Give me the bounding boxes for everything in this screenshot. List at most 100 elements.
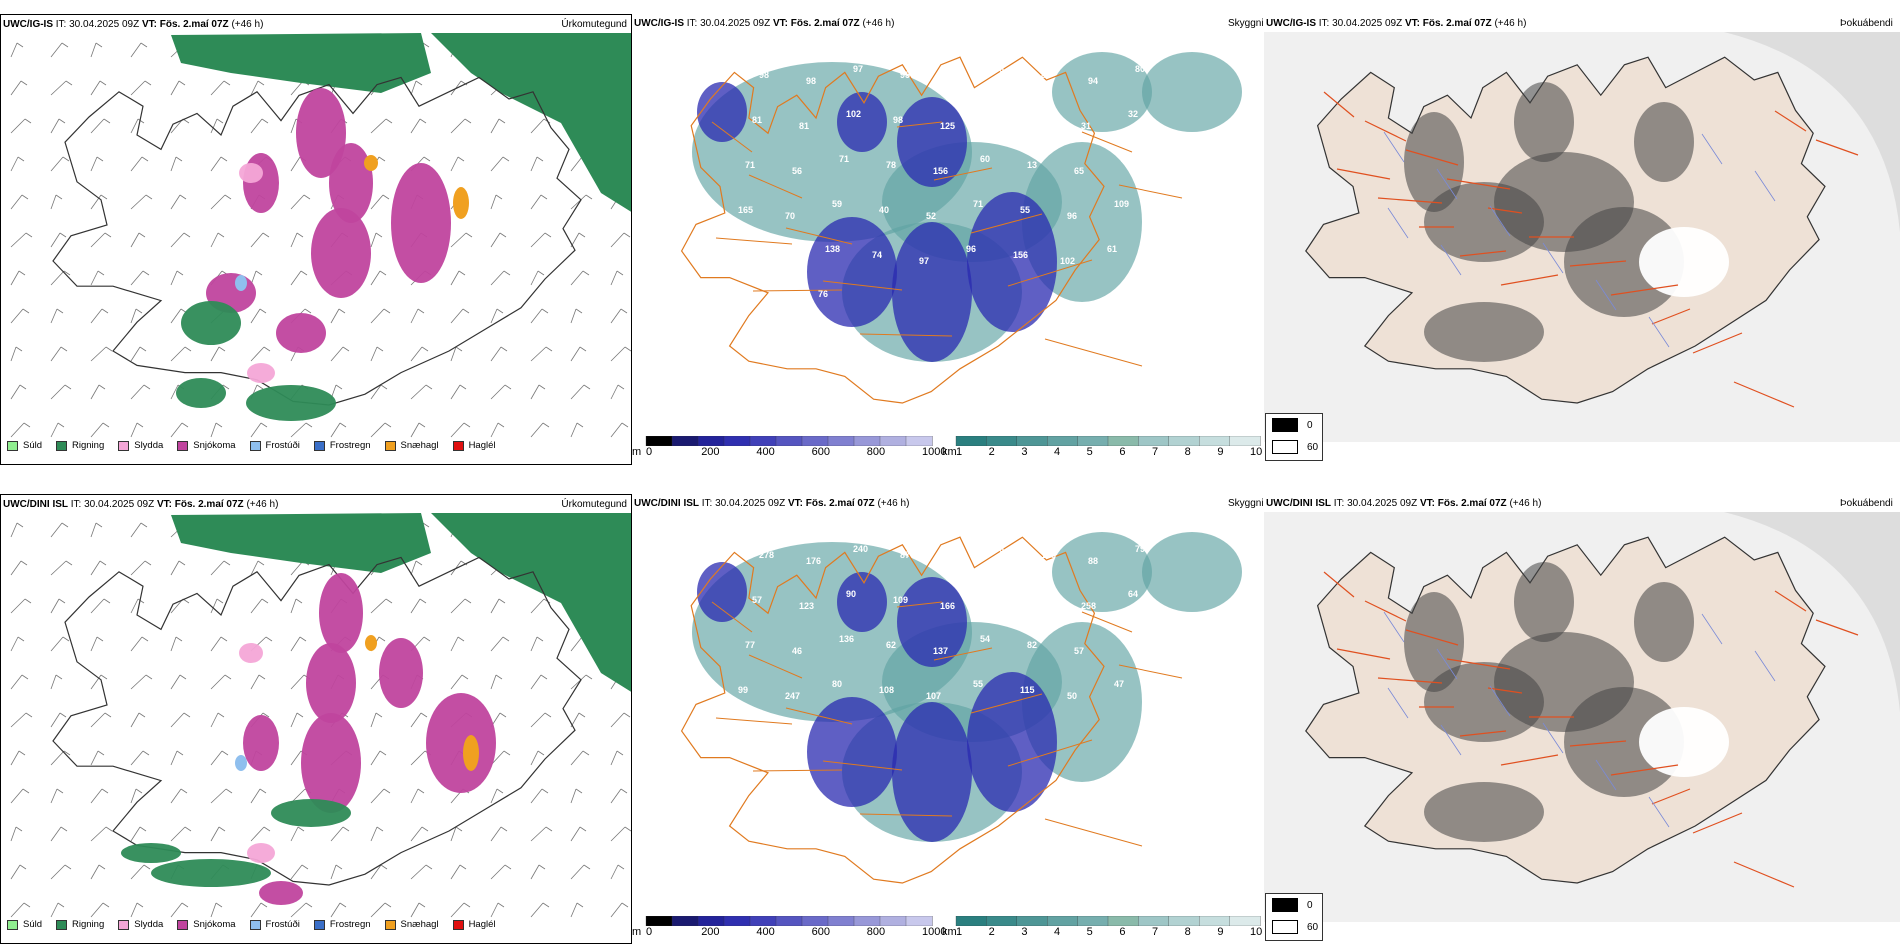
wind-barb: [178, 80, 186, 86]
wind-barb: [170, 194, 181, 210]
wind-barb: [179, 194, 187, 200]
wind-barb: [290, 194, 305, 210]
wind-barb: [570, 346, 581, 362]
wind-barb: [335, 384, 343, 390]
wind-barb: [140, 522, 148, 528]
wind-barb: [102, 422, 110, 428]
road-line: [711, 121, 753, 153]
wind-barb: [265, 636, 273, 642]
river-line: [1754, 650, 1776, 682]
wind-barb: [610, 788, 622, 804]
wind-barb: [450, 232, 467, 248]
cloud-area: [1052, 532, 1152, 612]
wind-barb: [215, 422, 223, 428]
colorbar-segment: [723, 916, 751, 926]
wind-barb: [419, 598, 427, 604]
wind-barb: [330, 422, 341, 438]
precip-area-snow: [259, 881, 303, 905]
precip-area-rain: [176, 378, 226, 408]
wind-barb: [290, 80, 304, 96]
wind-barb: [375, 232, 383, 238]
colorbar-tick-label: 800: [866, 446, 886, 458]
wind-barb: [421, 826, 429, 832]
cloud-value-label: 99: [738, 685, 748, 695]
wind-barb: [130, 598, 139, 614]
wind-barb: [583, 864, 591, 870]
wind-barb: [570, 788, 577, 804]
colorbar-cloud-base-bar: [955, 436, 1261, 446]
cloud-value-label: 65: [1074, 166, 1084, 176]
wind-barb: [497, 902, 505, 908]
cloud-value-label: 165: [738, 205, 753, 215]
wind-barb: [300, 270, 308, 276]
wind-barb: [90, 42, 97, 58]
wind-barb: [50, 118, 60, 134]
wind-barb: [250, 346, 265, 362]
wind-barb: [295, 598, 303, 604]
colorbar-tick-label: 10: [1250, 446, 1263, 458]
wind-barb: [585, 194, 593, 200]
wind-barb: [50, 636, 64, 652]
road-line: [1405, 629, 1459, 646]
wind-barb: [224, 674, 232, 680]
wind-barb: [575, 788, 583, 794]
wind-barb: [141, 636, 149, 642]
wind-barb: [90, 522, 97, 538]
wind-barb: [610, 750, 618, 766]
wind-barb: [63, 270, 71, 276]
cloud-value-label: 97: [853, 64, 863, 74]
river-line: [1387, 687, 1409, 719]
wind-barb: [378, 636, 386, 642]
road-line: [1459, 730, 1507, 737]
road-line: [1044, 338, 1143, 367]
precip-map: [10, 513, 631, 918]
precip-area-snow: [311, 208, 371, 298]
wind-barb: [145, 194, 153, 200]
colorbar-tick-label: 5: [1086, 446, 1093, 458]
colorbar-segment: [775, 436, 803, 446]
wind-barb: [417, 308, 425, 314]
precip-area-freezing-drizzle: [235, 755, 247, 771]
wind-barb: [330, 826, 344, 842]
colorbar-segment: [853, 436, 881, 446]
road-line: [1118, 664, 1183, 679]
legend-swatch: [384, 919, 396, 930]
wind-barb: [570, 826, 581, 842]
wind-barb: [184, 346, 192, 352]
wind-barb: [104, 712, 112, 718]
road-line: [896, 121, 943, 128]
legend-swatch: [249, 919, 261, 930]
road-line: [1118, 184, 1183, 199]
wind-barb: [130, 750, 144, 766]
legend-label: Frostúði: [265, 919, 300, 930]
precip-area-sleet: [247, 363, 275, 383]
wind-barb: [504, 864, 512, 870]
wind-barb: [143, 384, 151, 390]
wind-barb: [459, 864, 467, 870]
wind-barb: [422, 522, 430, 528]
legend-swatch: [384, 440, 396, 451]
wind-barb: [55, 674, 63, 680]
wind-barb: [130, 194, 147, 210]
colorbar-tick-label: 7: [1152, 926, 1159, 938]
cloud-value-label: 98: [806, 76, 816, 86]
colorbar-segment: [955, 436, 988, 446]
colorbar-tick-label: 600: [811, 446, 830, 458]
road-line: [1323, 91, 1355, 118]
river-line: [1648, 796, 1670, 828]
road-line: [1364, 120, 1407, 142]
legend-swatch: [313, 440, 325, 451]
road-line: [711, 601, 753, 633]
colorbar-segment: [775, 916, 803, 926]
wind-barb: [130, 422, 138, 438]
wind-barb: [102, 902, 110, 908]
panel-title: UWC/DINI ISL IT: 30.04.2025 09Z VT: Fös.…: [1266, 498, 1542, 509]
wind-barb: [457, 636, 465, 642]
wind-barb: [578, 712, 586, 718]
river-line: [1595, 279, 1617, 311]
colorbar-segment: [801, 916, 829, 926]
wind-barb: [530, 384, 540, 400]
wind-barb: [210, 346, 220, 362]
river-line: [1489, 205, 1511, 237]
colorbar-tick-label: 9: [1217, 446, 1224, 458]
